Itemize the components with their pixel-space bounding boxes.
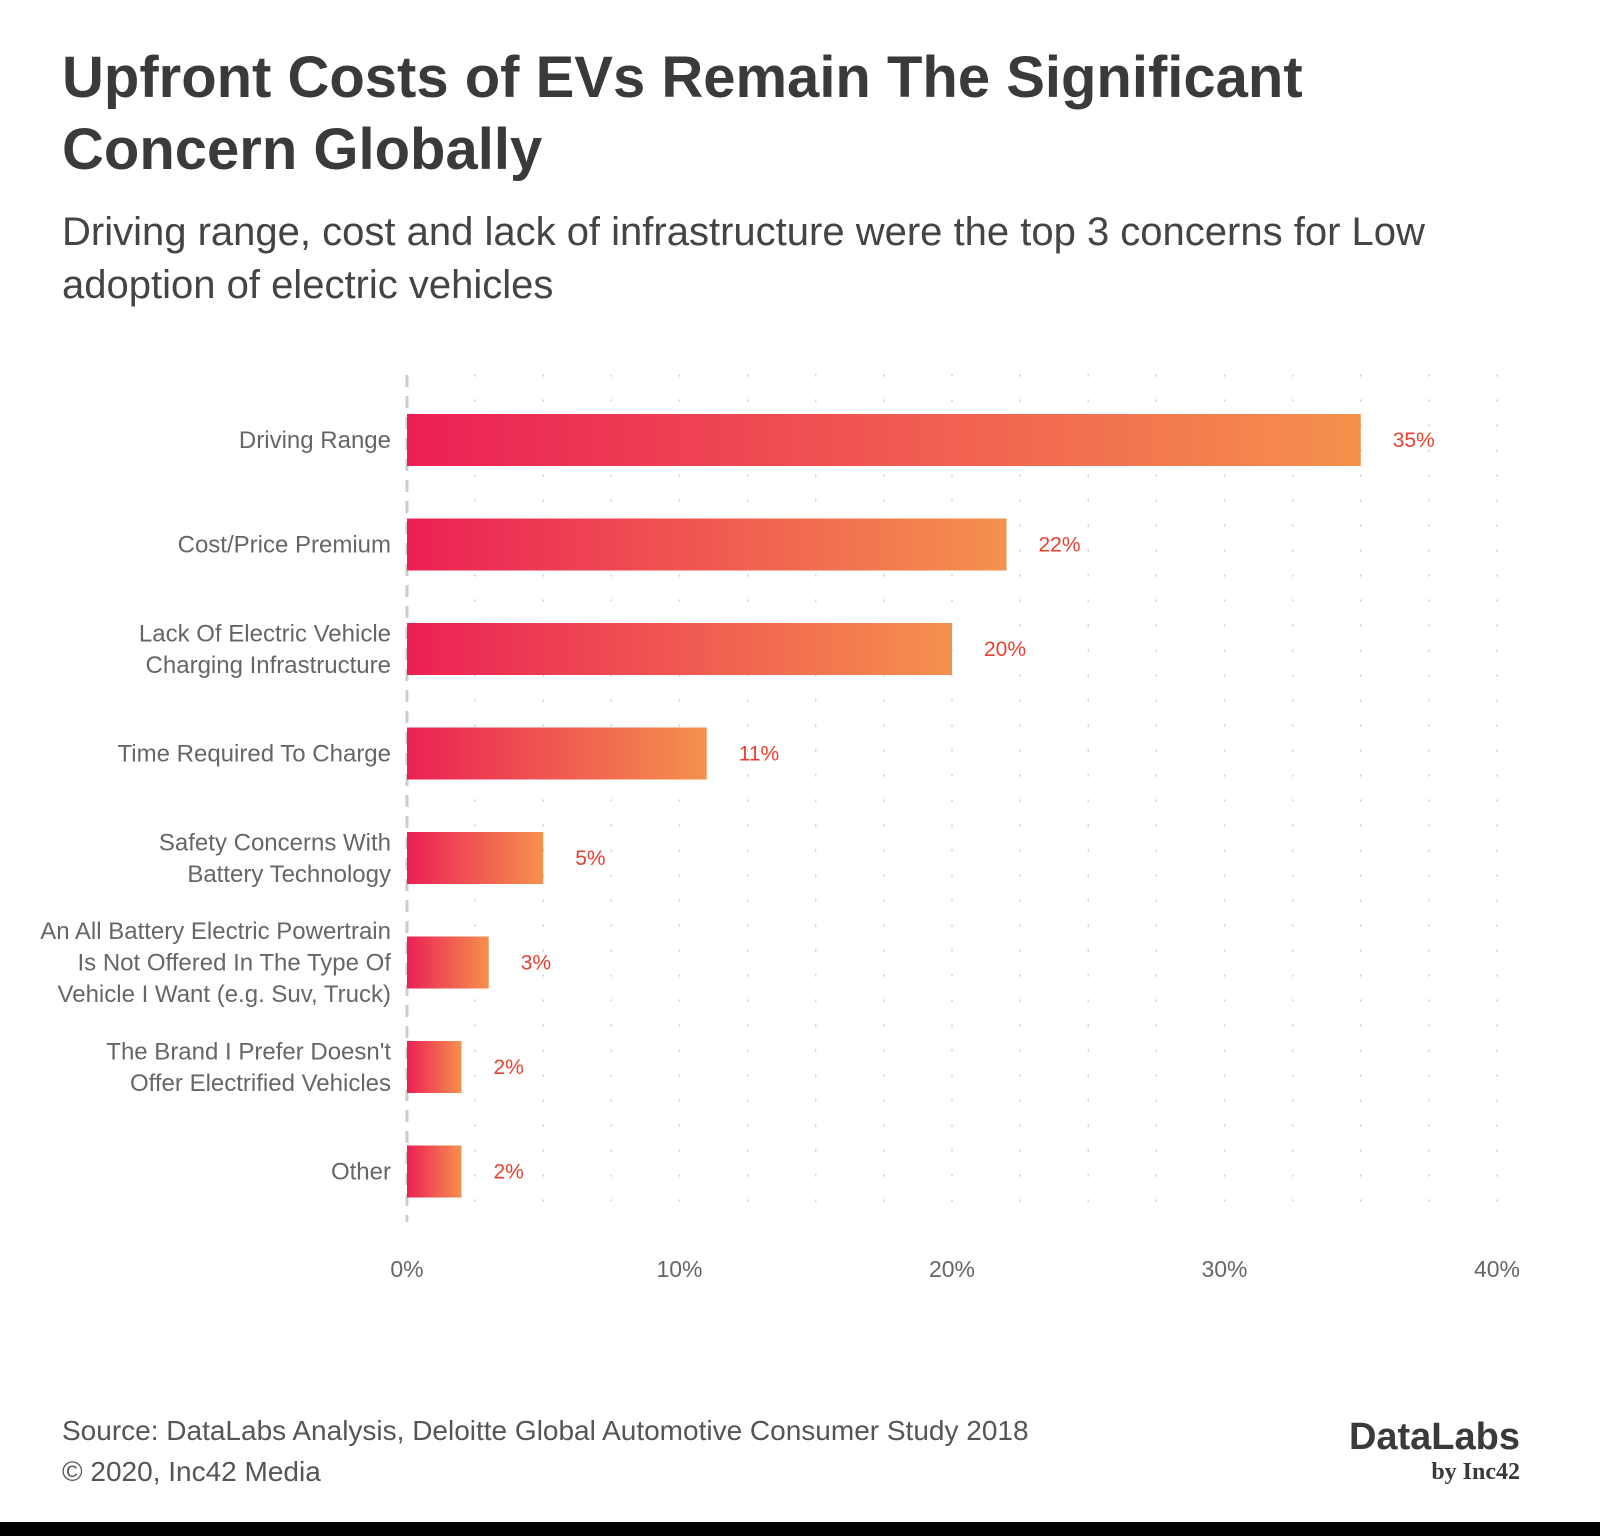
chart-title: Upfront Costs of EVs Remain The Signific…: [62, 45, 1303, 182]
bar: [407, 518, 1007, 571]
value-label: 5%: [575, 847, 605, 870]
bar-chart: 35% Driving Range 22% Cost/Price Premium 20%…: [40, 374, 1520, 1282]
category-label: Cost/Price Premium: [178, 532, 391, 559]
category-label: An All Battery Electric Powertrain: [40, 918, 391, 945]
bar: [407, 727, 707, 780]
footer-source-block: Source: DataLabs Analysis, Deloitte Glob…: [62, 1410, 1029, 1492]
chart-subtitle: Driving range, cost and lack of infrastr…: [62, 210, 1425, 307]
category-label: Other: [331, 1159, 391, 1186]
category-label: Lack Of Electric Vehicle: [139, 620, 391, 647]
category-label: Offer Electrified Vehicles: [130, 1070, 391, 1097]
bar: [407, 1041, 462, 1093]
category-label: Is Not Offered In The Type Of: [78, 950, 392, 977]
category-label: Time Required To Charge: [118, 741, 391, 768]
copyright-text: © 2020, Inc42 Media: [62, 1456, 321, 1487]
bar: [407, 623, 952, 675]
bar: [407, 832, 544, 884]
value-label: 20%: [984, 638, 1026, 661]
source-text: Source: DataLabs Analysis, Deloitte Glob…: [62, 1415, 1029, 1446]
value-label: 22%: [1039, 534, 1081, 557]
value-label: 2%: [494, 1161, 524, 1184]
value-label: 3%: [521, 952, 551, 975]
value-label: 2%: [494, 1056, 524, 1079]
category-label: The Brand I Prefer Doesn't: [106, 1038, 391, 1065]
bottom-border: [0, 1522, 1600, 1536]
x-tick-label: 30%: [1201, 1256, 1247, 1282]
bar: [407, 1145, 462, 1198]
x-tick-label: 0%: [390, 1256, 423, 1282]
x-tick-label: 10%: [656, 1256, 702, 1282]
logo-byline: by Inc42: [1431, 1459, 1520, 1485]
bar: [407, 936, 489, 989]
category-label: Driving Range: [239, 427, 391, 454]
logo-wordmark: DataLabs: [1348, 1416, 1520, 1458]
category-label: Battery Technology: [187, 861, 391, 888]
datalabs-logo: DataLabs by Inc42: [1270, 1417, 1520, 1487]
category-label: Safety Concerns With: [159, 829, 391, 856]
value-label: 35%: [1393, 429, 1435, 452]
x-tick-label: 20%: [929, 1256, 975, 1282]
category-label: Charging Infrastructure: [146, 652, 391, 679]
x-tick-label: 40%: [1474, 1256, 1520, 1282]
category-label: Vehicle I Want (e.g. Suv, Truck): [58, 981, 391, 1008]
value-label: 11%: [739, 743, 779, 766]
bar: [407, 414, 1361, 466]
